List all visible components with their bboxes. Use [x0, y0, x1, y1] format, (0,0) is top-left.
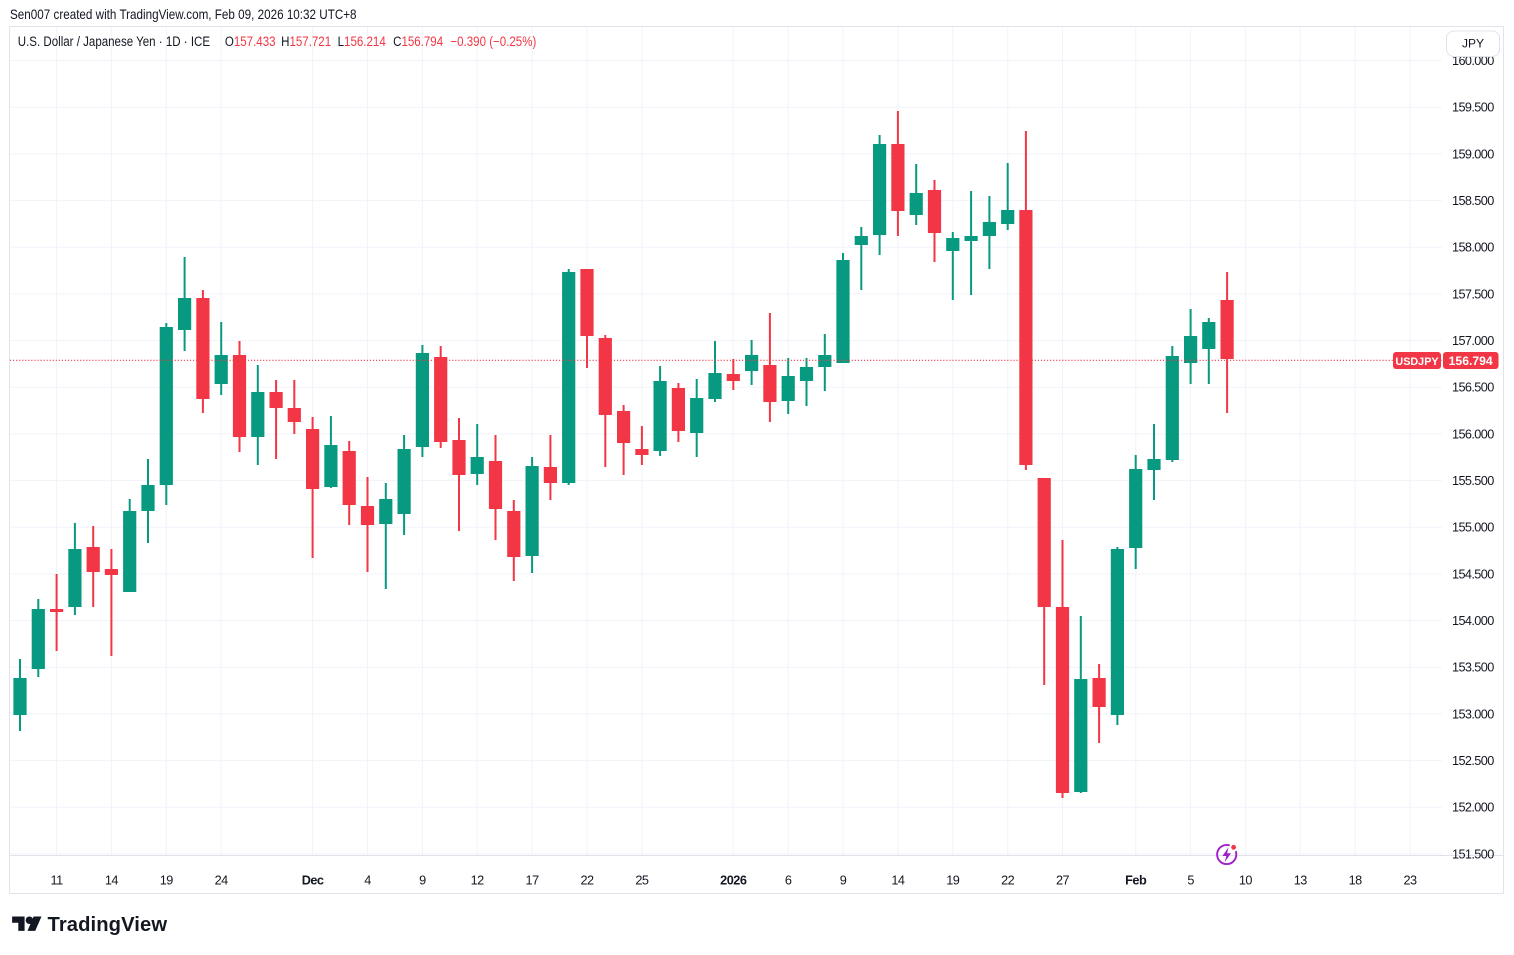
svg-text:11: 11	[51, 874, 64, 888]
svg-text:19: 19	[160, 874, 174, 888]
svg-text:158.500: 158.500	[1452, 194, 1494, 208]
svg-text:10: 10	[1239, 874, 1253, 888]
svg-text:13: 13	[1294, 874, 1308, 888]
svg-text:9: 9	[840, 874, 847, 888]
svg-text:USDJPY: USDJPY	[1395, 356, 1439, 368]
svg-text:14: 14	[105, 874, 119, 888]
svg-text:2026: 2026	[720, 874, 747, 888]
svg-text:22: 22	[1001, 874, 1015, 888]
svg-text:154.500: 154.500	[1452, 567, 1494, 581]
svg-text:6: 6	[785, 874, 792, 888]
svg-text:19: 19	[946, 874, 960, 888]
svg-text:157.500: 157.500	[1452, 287, 1494, 301]
svg-text:156.000: 156.000	[1452, 427, 1494, 441]
svg-text:Feb: Feb	[1125, 874, 1147, 888]
svg-text:JPY: JPY	[1462, 37, 1484, 51]
svg-text:TradingView: TradingView	[48, 914, 168, 936]
svg-text:27: 27	[1056, 874, 1070, 888]
svg-text:24: 24	[215, 874, 229, 888]
svg-text:158.000: 158.000	[1452, 241, 1494, 255]
svg-text:153.000: 153.000	[1452, 707, 1494, 721]
svg-text:Dec: Dec	[302, 874, 324, 888]
svg-text:155.000: 155.000	[1452, 521, 1494, 535]
svg-text:25: 25	[635, 874, 649, 888]
svg-text:22: 22	[580, 874, 594, 888]
svg-text:14: 14	[891, 874, 905, 888]
svg-text:156.794: 156.794	[1449, 354, 1493, 368]
svg-text:153.500: 153.500	[1452, 661, 1494, 675]
svg-text:152.000: 152.000	[1452, 801, 1494, 815]
svg-text:154.000: 154.000	[1452, 614, 1494, 628]
svg-text:U.S. Dollar / Japanese Yen · 1: U.S. Dollar / Japanese Yen · 1D · ICE O15…	[18, 34, 537, 49]
svg-text:23: 23	[1403, 874, 1417, 888]
svg-text:156.500: 156.500	[1452, 381, 1494, 395]
svg-text:9: 9	[419, 874, 426, 888]
svg-text:151.500: 151.500	[1452, 847, 1494, 861]
svg-text:18: 18	[1349, 874, 1363, 888]
svg-text:17: 17	[526, 874, 540, 888]
svg-text:157.000: 157.000	[1452, 334, 1494, 348]
svg-text:5: 5	[1187, 874, 1194, 888]
svg-text:159.500: 159.500	[1452, 101, 1494, 115]
svg-text:12: 12	[471, 874, 485, 888]
svg-text:155.500: 155.500	[1452, 474, 1494, 488]
svg-text:160.000: 160.000	[1452, 54, 1494, 68]
svg-text:152.500: 152.500	[1452, 754, 1494, 768]
svg-text:4: 4	[364, 874, 371, 888]
svg-text:Sen007 created with TradingVie: Sen007 created with TradingView.com, Feb…	[10, 6, 357, 22]
svg-text:159.000: 159.000	[1452, 147, 1494, 161]
